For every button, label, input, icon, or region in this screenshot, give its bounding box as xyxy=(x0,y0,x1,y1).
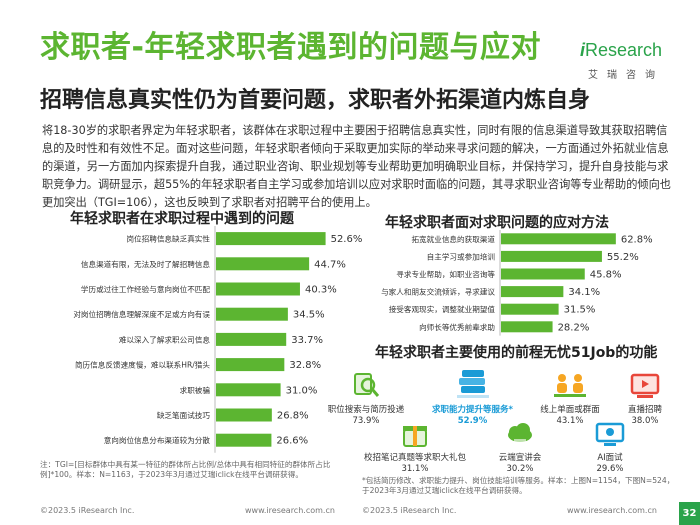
functions-title: 年轻求职者主要使用的前程无忧51Job的功能 xyxy=(375,342,657,362)
value-label: 34.5% xyxy=(293,310,325,321)
right-footnote: *包括简历修改、求职能力提升、岗位技能培训等服务。样本：上图N=1154，下图N… xyxy=(362,476,675,495)
func-job-search: 职位搜索与简历投递 73.9% xyxy=(318,370,414,426)
page-number: 32 xyxy=(679,502,700,525)
func-label: 校招笔记真题等求职大礼包 xyxy=(363,453,466,463)
right-chart-title: 年轻求职者面对求职问题的应对方法 xyxy=(385,215,609,231)
value-label: 26.6% xyxy=(276,436,308,447)
value-label: 26.8% xyxy=(277,411,309,422)
value-label: 34.1% xyxy=(568,287,600,298)
value-label: 62.8% xyxy=(621,234,653,245)
bar xyxy=(216,358,285,372)
left-footnote: 注：TGI=[目标群体中具有某一特征的群体所占比例/总体中具有相同特征的群体所占… xyxy=(40,460,331,479)
left-chart-title: 年轻求职者在求职过程中遇到的问题 xyxy=(70,211,294,227)
bar xyxy=(216,307,288,321)
value-label: 28.2% xyxy=(558,322,590,333)
bar xyxy=(216,232,326,246)
footer-url-left: www.iresearch.com.cn xyxy=(245,506,335,515)
func-label: 云端宣讲会 xyxy=(498,453,542,463)
functions-title-text: 年轻求职者主要使用的前程无忧51Job的功能 xyxy=(375,345,658,361)
bar xyxy=(501,303,559,315)
category-label: 信息渠道有限，无法及时了解招聘信息 xyxy=(81,259,210,269)
stack-books-icon xyxy=(456,370,489,398)
category-label: 缺乏笔面试技巧 xyxy=(157,410,211,420)
page-subtitle: 招聘信息真实性仍为首要问题，求职者外拓渠道内炼自身 xyxy=(40,88,591,113)
category-label: 自主学习或参加培训 xyxy=(427,251,496,261)
func-label: AI面试 xyxy=(597,453,623,463)
func-pct: 29.6% xyxy=(596,464,624,474)
right-bar-chart: 拓宽就业信息的获取渠道 62.8% 自主学习或参加培训 55.2% 寻求专业帮助，如职业… xyxy=(381,230,653,336)
func-live-recruit: 直播招聘 38.0% xyxy=(610,370,680,426)
ai-monitor-icon xyxy=(595,422,625,446)
value-label: 31.5% xyxy=(564,305,596,316)
category-label: 难以深入了解求职公司信息 xyxy=(119,334,211,344)
left-bar-chart: 岗位招聘信息缺乏真实性 52.6% 信息渠道有限，无法及时了解招聘信息 44.7% 学历… xyxy=(73,226,363,453)
func-pct: 31.1% xyxy=(401,464,429,474)
category-label: 求职被骗 xyxy=(180,385,211,395)
logo-brand: iResearch xyxy=(580,40,663,60)
bar xyxy=(216,282,300,296)
bar xyxy=(216,433,272,447)
bar xyxy=(216,383,281,397)
footer-url-right: www.iresearch.com.cn xyxy=(567,506,657,515)
iresearch-logo: iResearch 艾瑞咨询 xyxy=(580,40,685,88)
cloud-icon xyxy=(508,423,532,445)
value-label: 55.2% xyxy=(607,252,639,263)
func-label: 职位搜索与简历投递 xyxy=(327,405,405,415)
bar xyxy=(216,408,272,422)
value-label: 31.0% xyxy=(286,385,318,396)
category-label: 与家人和朋友交流倾诉，寻求建议 xyxy=(381,287,495,297)
func-ability-service: 求职能力提升等服务* 52.9% xyxy=(420,366,525,426)
category-label: 拓宽就业信息的获取渠道 xyxy=(411,234,495,244)
value-label: 40.3% xyxy=(305,285,337,296)
category-label: 向师长等优秀前辈求助 xyxy=(419,322,495,332)
category-label: 岗位招聘信息缺乏真实性 xyxy=(126,234,210,244)
page-title: 求职者-年轻求职者遇到的问题与应对 xyxy=(40,30,541,65)
value-label: 32.8% xyxy=(289,360,321,371)
bar xyxy=(501,233,616,245)
footer-copyright-right: ©2023.5 iResearch Inc. xyxy=(362,506,457,515)
value-label: 33.7% xyxy=(291,335,323,346)
func-pct: 38.0% xyxy=(631,416,659,426)
bar xyxy=(501,268,585,280)
gift-box-icon xyxy=(403,426,427,447)
func-cloud-seminar: 云端宣讲会 30.2% xyxy=(480,420,560,474)
value-label: 52.6% xyxy=(331,234,363,245)
interview-icon xyxy=(554,374,586,397)
intro-paragraph: 将18-30岁的求职者界定为年轻求职者，该群体在求职过程中主要困于招聘信息真实性… xyxy=(42,124,671,209)
bar xyxy=(501,286,564,298)
func-online-interview: 线上单面或群面 43.1% xyxy=(530,370,610,426)
bar xyxy=(501,321,553,333)
func-pct: 43.1% xyxy=(556,416,584,426)
footer-copyright-left: ©2023.5 iResearch Inc. xyxy=(40,506,135,515)
category-label: 意向岗位信息分布渠道较为分散 xyxy=(104,435,211,445)
func-pct: 73.9% xyxy=(352,416,380,426)
category-label: 学历或过往工作经验与意向岗位不匹配 xyxy=(81,284,210,294)
func-ai-interview: AI面试 29.6% xyxy=(575,420,645,474)
category-label: 接受客观现实，调整就业期望值 xyxy=(389,304,496,314)
func-label: 直播招聘 xyxy=(627,405,662,415)
bar xyxy=(216,332,287,346)
bar xyxy=(216,257,310,271)
func-label: 求职能力提升等服务* xyxy=(432,405,513,415)
func-gift-pack: 校招笔记真题等求职大礼包 31.1% xyxy=(355,420,475,474)
category-label: 对岗位招聘信息理解深度不足或方向有误 xyxy=(73,309,210,319)
category-label: 寻求专业帮助，如职业咨询等 xyxy=(396,269,495,279)
func-pct: 52.9% xyxy=(457,416,488,426)
tv-icon xyxy=(630,373,660,398)
search-icon xyxy=(354,373,380,397)
value-label: 45.8% xyxy=(590,270,622,281)
value-label: 44.7% xyxy=(314,259,346,270)
bar xyxy=(501,250,602,262)
func-pct: 30.2% xyxy=(506,464,534,474)
logo-cn: 艾瑞咨询 xyxy=(588,70,664,81)
func-label: 线上单面或群面 xyxy=(540,405,600,415)
category-label: 简历信息反馈速度慢，难以联系HR/猎头 xyxy=(75,360,210,370)
